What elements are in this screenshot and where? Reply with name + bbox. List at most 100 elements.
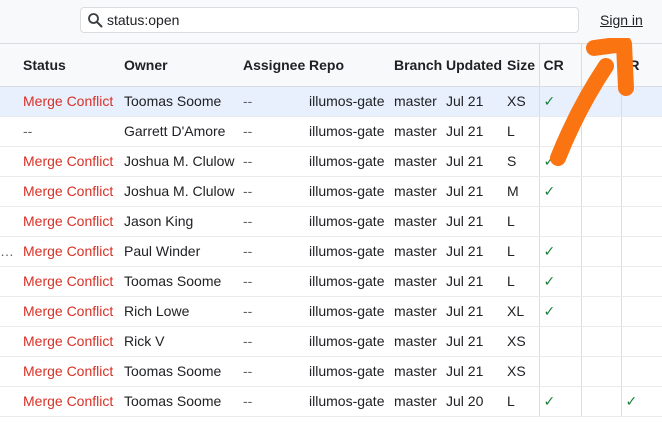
row-lead bbox=[0, 146, 19, 177]
row-status: Merge Conflict bbox=[19, 266, 120, 297]
row-extra bbox=[580, 146, 621, 177]
row-cr: ✓ bbox=[538, 86, 581, 117]
table-row[interactable]: Merge Conflict Toomas Soome -- illumos-gate… bbox=[0, 386, 662, 417]
row-cr bbox=[538, 356, 581, 387]
row-owner: Joshua M. Clulow bbox=[120, 176, 239, 207]
table-header-row: Status Owner Assignee Repo Branch Update… bbox=[0, 44, 662, 87]
row-branch: master bbox=[390, 356, 442, 387]
row-extra bbox=[580, 236, 621, 267]
row-owner: Joshua M. Clulow bbox=[120, 146, 239, 177]
row-repo: illumos-gate bbox=[305, 86, 390, 117]
row-updated: Jul 21 bbox=[442, 356, 503, 387]
table-row[interactable]: Merge Conflict Joshua M. Clulow -- illumos-… bbox=[0, 146, 662, 177]
row-lead bbox=[0, 116, 19, 147]
row-extra bbox=[580, 326, 621, 357]
row-assignee: -- bbox=[239, 386, 305, 417]
header-repo[interactable]: Repo bbox=[305, 44, 390, 87]
table-row[interactable]: … Merge Conflict Paul Winder -- illumos-gate… bbox=[0, 236, 662, 267]
row-status: Merge Conflict bbox=[19, 386, 120, 417]
row-status: Merge Conflict bbox=[19, 296, 120, 327]
table-row[interactable]: Merge Conflict Toomas Soome -- illumos-gate… bbox=[0, 266, 662, 297]
search-box[interactable] bbox=[80, 7, 579, 33]
row-extra bbox=[580, 266, 621, 297]
row-assignee: -- bbox=[239, 146, 305, 177]
row-size: XL bbox=[503, 296, 539, 327]
row-owner: Paul Winder bbox=[120, 236, 239, 267]
row-updated: Jul 21 bbox=[442, 146, 503, 177]
row-branch: master bbox=[390, 296, 442, 327]
row-branch: master bbox=[390, 146, 442, 177]
search-input[interactable] bbox=[107, 10, 567, 30]
header-updated[interactable]: Updated bbox=[442, 44, 503, 87]
row-branch: master bbox=[390, 116, 442, 147]
row-extra bbox=[580, 176, 621, 207]
row-updated: Jul 20 bbox=[442, 386, 503, 417]
row-cr bbox=[538, 206, 581, 237]
search-icon bbox=[88, 13, 103, 28]
row-status: Merge Conflict bbox=[19, 356, 120, 387]
table-row[interactable]: Merge Conflict Rick V -- illumos-gate master… bbox=[0, 326, 662, 357]
row-lead bbox=[0, 326, 19, 357]
row-ir bbox=[620, 356, 662, 387]
row-updated: Jul 21 bbox=[442, 326, 503, 357]
row-lead bbox=[0, 266, 19, 297]
row-assignee: -- bbox=[239, 296, 305, 327]
changes-table: Status Owner Assignee Repo Branch Update… bbox=[0, 44, 662, 417]
row-status: Merge Conflict bbox=[19, 236, 120, 267]
row-status: Merge Conflict bbox=[19, 326, 120, 357]
row-ir bbox=[620, 206, 662, 237]
row-repo: illumos-gate bbox=[305, 386, 390, 417]
header-assignee[interactable]: Assignee bbox=[239, 44, 305, 87]
row-extra bbox=[580, 296, 621, 327]
header-owner[interactable]: Owner bbox=[120, 44, 239, 87]
table-row[interactable]: Merge Conflict Jason King -- illumos-gate ma… bbox=[0, 206, 662, 237]
row-status: -- bbox=[19, 116, 120, 147]
table-row[interactable]: Merge Conflict Toomas Soome -- illumos-gate… bbox=[0, 86, 662, 117]
header-extra[interactable] bbox=[580, 44, 621, 87]
row-updated: Jul 21 bbox=[442, 206, 503, 237]
row-assignee: -- bbox=[239, 326, 305, 357]
row-updated: Jul 21 bbox=[442, 296, 503, 327]
row-lead bbox=[0, 296, 19, 327]
row-size: L bbox=[503, 236, 539, 267]
row-repo: illumos-gate bbox=[305, 356, 390, 387]
row-branch: master bbox=[390, 266, 442, 297]
table-row[interactable]: Merge Conflict Toomas Soome -- illumos-gate… bbox=[0, 356, 662, 387]
header-branch[interactable]: Branch bbox=[390, 44, 442, 87]
row-assignee: -- bbox=[239, 116, 305, 147]
row-ir: ✓ bbox=[620, 386, 662, 417]
row-owner: Rich Lowe bbox=[120, 296, 239, 327]
row-updated: Jul 21 bbox=[442, 266, 503, 297]
row-assignee: -- bbox=[239, 236, 305, 267]
row-ir bbox=[620, 326, 662, 357]
table-row[interactable]: -- Garrett D'Amore -- illumos-gate master Jul… bbox=[0, 116, 662, 147]
row-owner: Toomas Soome bbox=[120, 386, 239, 417]
row-assignee: -- bbox=[239, 356, 305, 387]
row-extra bbox=[580, 206, 621, 237]
table-row[interactable]: Merge Conflict Rich Lowe -- illumos-gate mas… bbox=[0, 296, 662, 327]
row-repo: illumos-gate bbox=[305, 236, 390, 267]
row-ir bbox=[620, 86, 662, 117]
row-cr bbox=[538, 326, 581, 357]
row-ir bbox=[620, 296, 662, 327]
row-ir bbox=[620, 176, 662, 207]
row-ir bbox=[620, 116, 662, 147]
row-cr: ✓ bbox=[538, 236, 581, 267]
row-size: L bbox=[503, 206, 539, 237]
header-ir[interactable]: IR bbox=[620, 44, 662, 87]
row-size: XS bbox=[503, 326, 539, 357]
top-bar: Sign in bbox=[0, 0, 662, 44]
header-cr[interactable]: CR bbox=[538, 44, 581, 87]
row-size: S bbox=[503, 146, 539, 177]
table-row[interactable]: Merge Conflict Joshua M. Clulow -- illumos-… bbox=[0, 176, 662, 207]
header-size[interactable]: Size bbox=[503, 44, 539, 87]
row-owner: Toomas Soome bbox=[120, 356, 239, 387]
sign-in-link[interactable]: Sign in bbox=[600, 12, 643, 28]
row-branch: master bbox=[390, 86, 442, 117]
row-updated: Jul 21 bbox=[442, 236, 503, 267]
header-status[interactable]: Status bbox=[19, 44, 120, 87]
row-repo: illumos-gate bbox=[305, 326, 390, 357]
row-assignee: -- bbox=[239, 266, 305, 297]
row-branch: master bbox=[390, 206, 442, 237]
header-lead bbox=[0, 44, 19, 87]
